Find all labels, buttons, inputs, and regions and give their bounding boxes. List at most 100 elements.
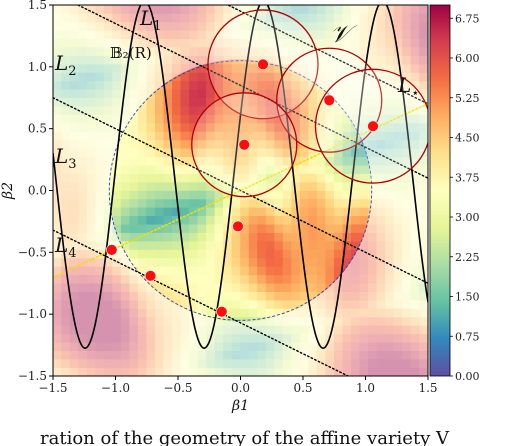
heatmap-cell xyxy=(291,282,301,292)
heatmap-cell xyxy=(393,29,403,40)
heatmap-cell xyxy=(419,299,428,309)
heatmap-cell xyxy=(189,308,199,318)
heatmap-cell xyxy=(410,164,420,174)
heatmap-cell xyxy=(61,89,71,99)
heatmap-cell xyxy=(359,291,369,301)
heatmap-cell xyxy=(316,55,327,65)
heatmap-cell xyxy=(154,55,165,65)
heatmap-cell xyxy=(120,367,131,376)
heatmap-cell xyxy=(359,97,369,107)
heatmap-cell xyxy=(86,97,96,107)
heatmap-cell xyxy=(53,21,62,31)
heatmap-cell xyxy=(402,190,412,200)
ball-boundary xyxy=(108,60,373,321)
heatmap-cell xyxy=(223,55,233,65)
heatmap-cell xyxy=(316,156,327,166)
heatmap-cell xyxy=(129,358,139,368)
heatmap-cell xyxy=(376,232,386,242)
heatmap-cell xyxy=(69,5,79,14)
heatmap-cell xyxy=(419,21,428,31)
heatmap-cell xyxy=(78,114,88,124)
heatmap-cell xyxy=(137,131,148,141)
heatmap-cell xyxy=(214,282,224,292)
heatmap-cell xyxy=(393,316,403,326)
y-tick-label: −1.5 xyxy=(18,369,47,383)
heatmap-cell xyxy=(299,46,309,56)
heatmap-cell xyxy=(308,350,318,360)
heatmap-cell xyxy=(265,350,275,360)
heatmap-cell xyxy=(257,38,267,48)
heatmap-cell xyxy=(342,29,352,40)
heatmap-cell xyxy=(402,97,412,107)
heatmap-cell xyxy=(163,215,173,225)
heatmap-cell xyxy=(265,282,275,292)
heatmap-cell xyxy=(129,173,139,183)
heatmap-cell xyxy=(112,215,122,225)
heatmap-cell xyxy=(368,173,372,183)
heatmap-cell xyxy=(376,72,386,82)
heatmap-cell xyxy=(308,308,318,318)
heatmap-cell xyxy=(350,350,361,360)
heatmap-cell xyxy=(206,308,216,318)
heatmap-cell xyxy=(368,105,378,115)
heatmap-cell xyxy=(265,156,275,166)
heatmap-cell xyxy=(78,207,88,217)
heatmap-cell xyxy=(154,63,165,73)
heatmap-cell xyxy=(385,181,395,191)
heatmap-cell xyxy=(180,223,190,233)
heatmap-cell xyxy=(350,29,361,40)
heatmap-cell xyxy=(299,63,309,73)
heatmap-cell xyxy=(214,63,224,73)
heatmap-cell xyxy=(299,198,309,208)
heatmap-cell xyxy=(393,114,403,124)
heatmap-cell xyxy=(265,97,275,107)
y-axis-label: β2 xyxy=(0,182,16,200)
heatmap-cell xyxy=(299,148,309,158)
heatmap-cell xyxy=(385,21,395,31)
heatmap-cell xyxy=(146,38,156,48)
heatmap-cell xyxy=(350,223,361,233)
heatmap-cell xyxy=(291,21,301,31)
heatmap-cell xyxy=(206,105,216,115)
heatmap-cell xyxy=(240,240,250,250)
heatmap-cell xyxy=(146,114,156,124)
heatmap-cell xyxy=(137,274,148,284)
heatmap-cell xyxy=(299,249,309,259)
heatmap-cell xyxy=(223,266,233,276)
heatmap-cell xyxy=(385,367,395,376)
heatmap-cell xyxy=(214,341,224,352)
heatmap-cell xyxy=(120,190,131,200)
heatmap-cell xyxy=(78,350,88,360)
heatmap-cell xyxy=(61,341,71,352)
heatmap-cell xyxy=(197,89,207,99)
heatmap-cell xyxy=(316,308,327,318)
heatmap-cell xyxy=(86,325,96,335)
heatmap-cell xyxy=(308,325,318,335)
heatmap-cell xyxy=(172,21,182,31)
heatmap-cell xyxy=(393,207,403,217)
heatmap-cell xyxy=(103,358,113,368)
heatmap-cell xyxy=(333,358,344,368)
heatmap-cell xyxy=(342,63,352,73)
heatmap-cell xyxy=(180,46,190,56)
heatmap-cell xyxy=(265,80,275,90)
heatmap-cell xyxy=(342,240,352,250)
heatmap-cell xyxy=(299,13,309,23)
heatmap-cell xyxy=(231,249,241,259)
heatmap-cell xyxy=(214,97,224,107)
heatmap-cell xyxy=(359,139,369,149)
heatmap-cell xyxy=(299,333,309,343)
heatmap-cell xyxy=(402,223,412,233)
heatmap-cell xyxy=(129,367,139,376)
heatmap-cell xyxy=(368,164,372,174)
heatmap-cell xyxy=(291,97,301,107)
heatmap-cell xyxy=(282,139,292,149)
heatmap-cell xyxy=(206,139,216,149)
heatmap-cell xyxy=(61,190,71,200)
heatmap-cell xyxy=(120,139,131,149)
heatmap-cell xyxy=(419,89,428,99)
heatmap-cell xyxy=(316,173,327,183)
heatmap-cell xyxy=(103,89,113,99)
heatmap-cell xyxy=(410,350,420,360)
heatmap-cell xyxy=(248,257,258,267)
